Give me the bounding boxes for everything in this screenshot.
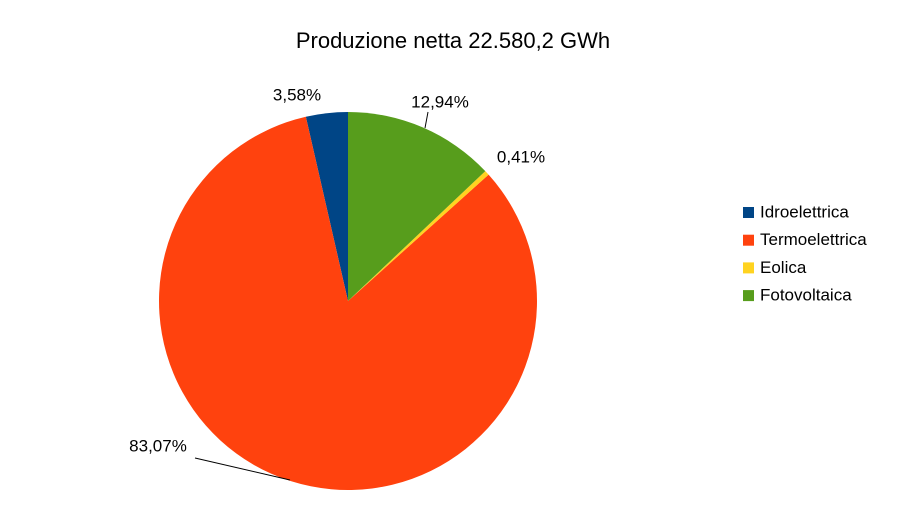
leader-line xyxy=(194,457,291,481)
legend-label: Eolica xyxy=(760,258,807,277)
pie-slice xyxy=(305,112,348,301)
legend-swatch xyxy=(743,207,754,218)
legend-label: Fotovoltaica xyxy=(760,286,852,305)
legend-swatch xyxy=(743,234,754,246)
data-label: 12,94% xyxy=(411,92,469,111)
legend-label: Termoelettrica xyxy=(760,230,867,249)
legend-swatch xyxy=(743,262,754,274)
chart-title: Produzione netta 22.580,2 GWh xyxy=(296,28,610,53)
pie-slice xyxy=(348,171,489,301)
data-label: 0,41% xyxy=(497,147,545,166)
pie-slice xyxy=(348,112,486,301)
legend-label: Idroelettrica xyxy=(760,202,849,221)
legend-swatch xyxy=(743,290,754,302)
leader-line xyxy=(424,111,429,129)
pie-slice xyxy=(158,116,537,490)
data-label: 3,58% xyxy=(273,85,321,104)
data-label: 83,07% xyxy=(129,436,187,455)
